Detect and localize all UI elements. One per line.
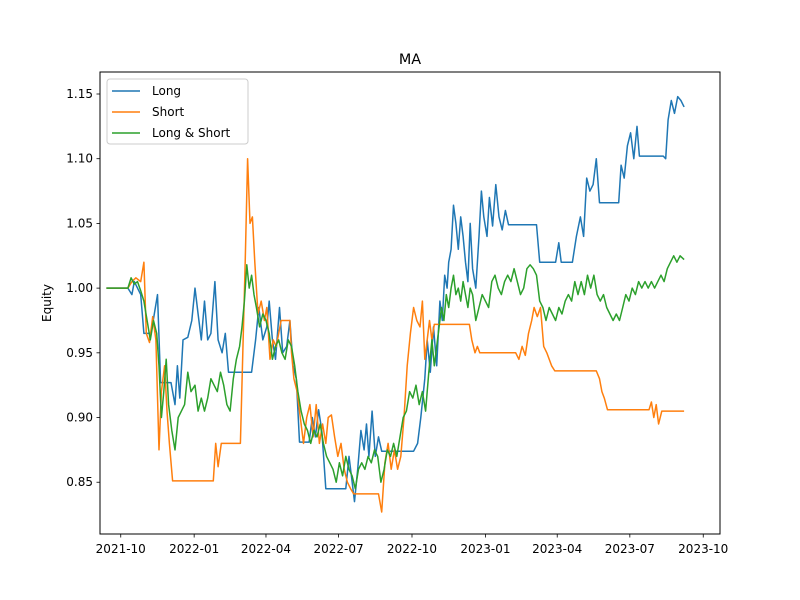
y-tick-label: 1.10 — [66, 152, 93, 166]
x-tick-label: 2022-04 — [241, 542, 291, 556]
y-tick-label: 0.95 — [66, 346, 93, 360]
series-line-1 — [106, 157, 685, 513]
axes-frame — [99, 71, 721, 535]
x-tick-label: 2023-04 — [532, 542, 582, 556]
y-tick-label: 1.05 — [66, 216, 93, 230]
x-tick-label: 2023-07 — [605, 542, 655, 556]
legend-label-1: Short — [152, 105, 184, 119]
x-tick-label: 2023-10 — [678, 542, 728, 556]
x-tick-label: 2022-07 — [314, 542, 364, 556]
x-tick-label: 2021-10 — [96, 542, 146, 556]
y-tick-label: 0.85 — [66, 475, 93, 489]
y-tick-label: 1.00 — [66, 281, 93, 295]
x-tick-label: 2023-01 — [460, 542, 510, 556]
ticks-layer: 2021-10 2022-01 2022-04 2022-07 2022-10 2023-… — [66, 87, 728, 556]
series-line-0 — [106, 95, 685, 503]
legend-label-0: Long — [152, 84, 181, 98]
series-layer — [106, 95, 685, 513]
x-tick-label: 2022-10 — [387, 542, 437, 556]
legend-label-2: Long & Short — [152, 126, 231, 140]
x-tick-label: 2022-01 — [169, 542, 219, 556]
y-axis-title: Equity — [40, 284, 54, 322]
y-tick-label: 1.15 — [66, 87, 93, 101]
series-line-2 — [106, 255, 685, 490]
chart-title: MA — [399, 52, 421, 68]
legend-box — [106, 78, 249, 145]
legend: Long Short Long & Short — [106, 78, 249, 145]
y-tick-label: 0.90 — [66, 411, 93, 425]
